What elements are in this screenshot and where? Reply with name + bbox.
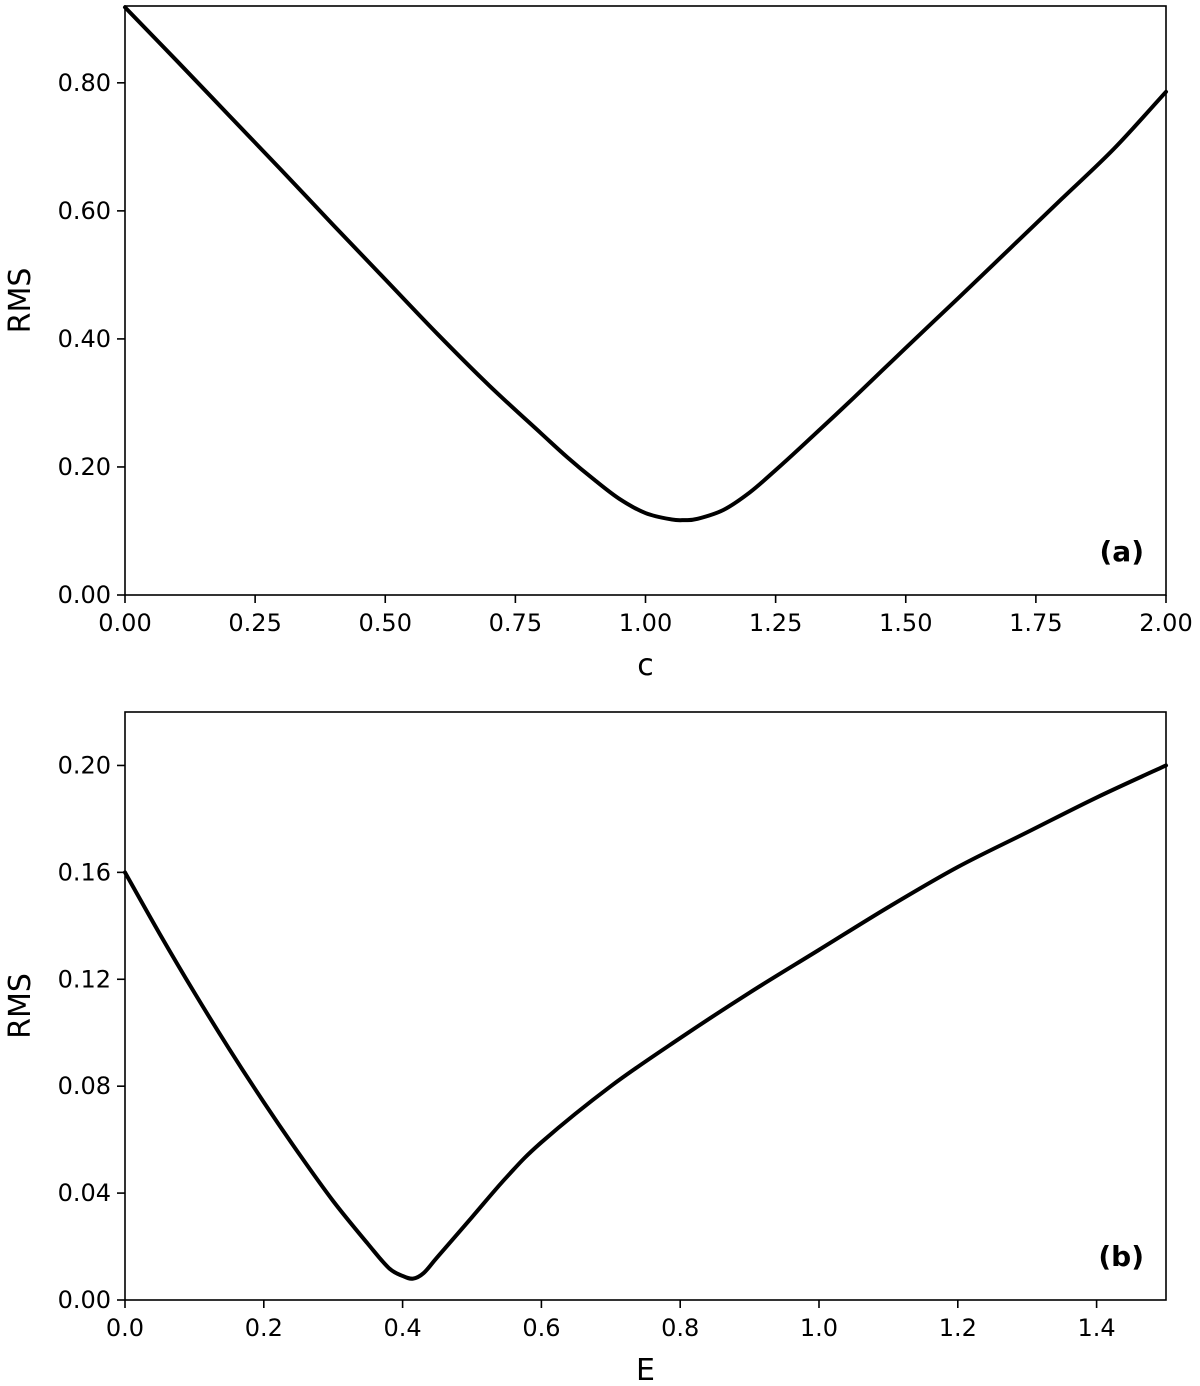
x-tick-label: 1.00 (619, 609, 672, 637)
y-tick-label: 0.20 (58, 751, 111, 779)
series-line (123, 5, 1168, 523)
x-tick-label: 0.8 (661, 1314, 699, 1342)
y-tick-label: 0.80 (58, 69, 111, 97)
x-tick-label: 1.50 (879, 609, 932, 637)
x-tick-label: 1.4 (1078, 1314, 1116, 1342)
x-tick-label: 0.25 (228, 609, 281, 637)
y-axis-label: RMS (3, 973, 38, 1039)
y-tick-label: 0.20 (58, 453, 111, 481)
x-axis-label: c (637, 648, 654, 683)
x-tick-label: 0.4 (384, 1314, 422, 1342)
x-tick-label: 1.0 (800, 1314, 838, 1342)
chart-panel-b: 0.0 0.2 0.4 0.6 0.8 1.0 1.2 1.4 0.00 0.04 0.08 0.12… (3, 711, 1168, 1386)
x-tick-label: 0.00 (98, 609, 151, 637)
y-tick-label: 0.00 (58, 581, 111, 609)
chart-panel-a: 0.00 0.25 0.50 0.75 1.00 1.25 1.50 1.75 2.00 0.00… (3, 5, 1193, 683)
y-tick-label: 0.40 (58, 325, 111, 353)
x-tick-label: 1.2 (939, 1314, 977, 1342)
x-tick-label: 1.25 (749, 609, 802, 637)
x-tick-label: 0.0 (106, 1314, 144, 1342)
y-tick-label: 0.08 (58, 1072, 111, 1100)
x-tick-label: 0.75 (489, 609, 542, 637)
y-tick-label: 0.60 (58, 197, 111, 225)
panel-label: (b) (1098, 1240, 1144, 1273)
x-axis-label: E (636, 1353, 655, 1386)
plot-frame (124, 5, 1167, 596)
series-line (123, 763, 1168, 1281)
y-tick-label: 0.00 (58, 1286, 111, 1314)
x-tick-label: 1.75 (1009, 609, 1062, 637)
panel-label: (a) (1100, 535, 1145, 568)
y-tick-label: 0.12 (58, 965, 111, 993)
x-tick-label: 2.00 (1139, 609, 1192, 637)
y-tick-label: 0.16 (58, 858, 111, 886)
x-tick-label: 0.2 (245, 1314, 283, 1342)
x-tick-label: 0.50 (359, 609, 412, 637)
y-tick-label: 0.04 (58, 1179, 111, 1207)
y-axis-label: RMS (3, 268, 38, 334)
plot-frame (124, 711, 1167, 1301)
x-tick-label: 0.6 (522, 1314, 560, 1342)
